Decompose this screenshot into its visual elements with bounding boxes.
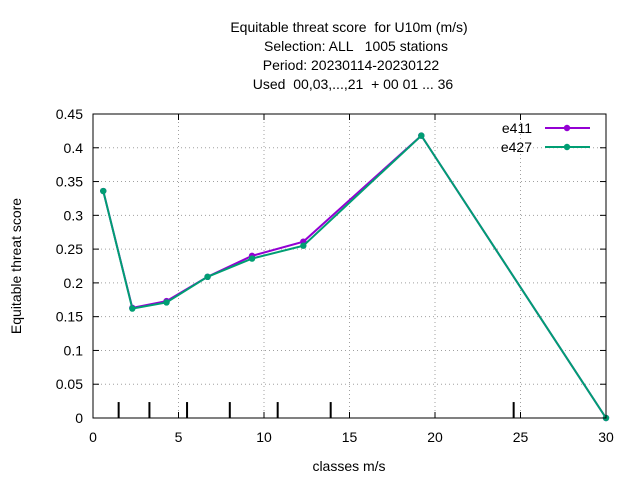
y-tick-label: 0 bbox=[75, 410, 83, 426]
chart-title-line: Selection: ALL 1005 stations bbox=[264, 38, 448, 54]
x-tick-label: 15 bbox=[342, 429, 358, 445]
legend: e411 e427 bbox=[501, 120, 590, 155]
legend-marker-e427 bbox=[563, 143, 571, 151]
series-e411 bbox=[100, 132, 610, 422]
data-point-e427 bbox=[204, 273, 211, 281]
data-point-e427 bbox=[418, 132, 425, 139]
y-tick-label: 0.2 bbox=[64, 275, 84, 291]
series-layer bbox=[100, 132, 610, 422]
y-tick-label: 0.15 bbox=[56, 309, 83, 325]
chart-title: Equitable threat score for U10m (m/s) Sel… bbox=[230, 19, 467, 92]
data-point-e427 bbox=[100, 187, 107, 195]
x-tick-label: 25 bbox=[513, 429, 529, 445]
chart-title-line: Used 00,03,...,21 + 00 01 ... 36 bbox=[253, 76, 454, 92]
legend-marker-e411 bbox=[563, 124, 571, 132]
chart-title-line: Equitable threat score for U10m (m/s) bbox=[230, 19, 467, 35]
legend-label-e411: e411 bbox=[502, 120, 532, 136]
grid bbox=[93, 114, 606, 418]
series-line-e427 bbox=[102, 134, 607, 419]
data-point-e427 bbox=[129, 305, 136, 312]
series-e427 bbox=[100, 132, 610, 422]
y-tick-label: 0.45 bbox=[56, 106, 83, 122]
x-axis-label: classes m/s bbox=[312, 458, 385, 474]
class-markers bbox=[117, 402, 515, 419]
data-point-e427 bbox=[300, 242, 307, 249]
y-tick-label: 0.1 bbox=[64, 342, 84, 358]
data-point-e427 bbox=[163, 299, 170, 306]
y-tick-label: 0.3 bbox=[64, 207, 84, 223]
y-tick-label: 0.05 bbox=[56, 376, 83, 392]
chart-title-line: Period: 20230114-20230122 bbox=[263, 57, 440, 73]
y-tick-label: 0.35 bbox=[56, 174, 83, 190]
x-tick-label: 0 bbox=[89, 429, 97, 445]
y-tick-label: 0.25 bbox=[56, 241, 83, 257]
y-tick-label: 0.4 bbox=[64, 140, 84, 156]
x-tick-label: 5 bbox=[175, 429, 183, 445]
legend-label-e427: e427 bbox=[501, 139, 532, 155]
x-tick-label: 10 bbox=[256, 429, 272, 445]
series-line-e411 bbox=[102, 134, 607, 419]
y-axis-label: Equitable threat score bbox=[8, 198, 24, 334]
axis-ticks: 0 0.05 0.1 0.15 0.2 0.25 0.3 0.35 0.4 0.45 0 5 10 15 2… bbox=[56, 106, 614, 445]
data-point-e427 bbox=[248, 255, 256, 262]
x-tick-label: 20 bbox=[427, 429, 443, 445]
x-tick-label: 30 bbox=[598, 429, 614, 445]
